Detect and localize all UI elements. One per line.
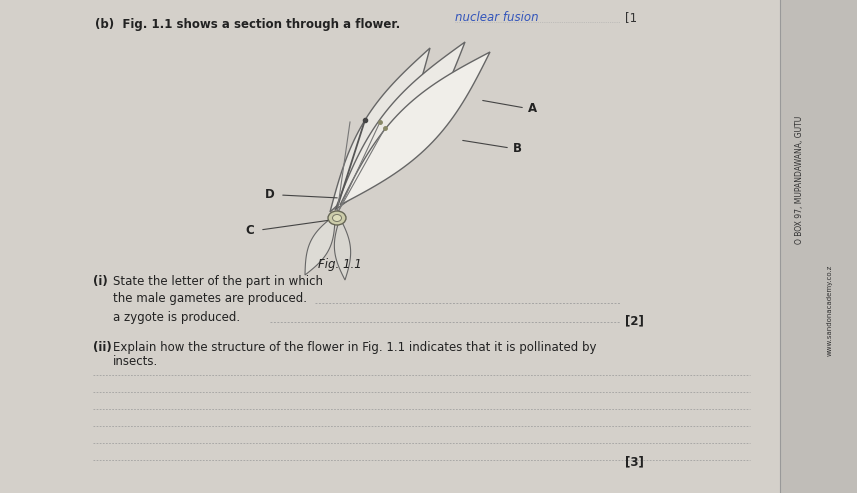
Text: the male gametes are produced.: the male gametes are produced. [113, 292, 307, 305]
Text: www.sandonacademy.co.z: www.sandonacademy.co.z [827, 264, 833, 355]
Text: (ii): (ii) [93, 341, 111, 354]
Bar [780, 0, 857, 493]
Text: Explain how the structure of the flower in Fig. 1.1 indicates that it is pollina: Explain how the structure of the flower … [113, 341, 596, 354]
Text: [3]: [3] [625, 456, 644, 468]
Text: B: B [513, 141, 522, 154]
Ellipse shape [333, 214, 341, 221]
Text: C: C [245, 223, 254, 237]
Ellipse shape [328, 211, 346, 225]
Text: A: A [528, 102, 537, 114]
Text: a zygote is produced.: a zygote is produced. [113, 311, 240, 324]
Text: [1: [1 [625, 11, 637, 24]
Polygon shape [340, 52, 490, 205]
Text: nuclear fusion: nuclear fusion [455, 11, 539, 24]
Text: insects.: insects. [113, 355, 159, 368]
Polygon shape [305, 215, 335, 275]
Text: Fig. 1.1: Fig. 1.1 [318, 258, 362, 271]
Polygon shape [330, 48, 430, 212]
Text: D: D [265, 188, 275, 202]
Text: (i): (i) [93, 275, 108, 288]
Text: [2]: [2] [625, 315, 644, 327]
Polygon shape [334, 218, 351, 280]
Polygon shape [335, 42, 465, 210]
Text: O BOX 97, MUPANDAWANA, GUTU: O BOX 97, MUPANDAWANA, GUTU [795, 116, 805, 244]
Text: (b)  Fig. 1.1 shows a section through a flower.: (b) Fig. 1.1 shows a section through a f… [95, 18, 400, 31]
Text: State the letter of the part in which: State the letter of the part in which [113, 275, 323, 288]
